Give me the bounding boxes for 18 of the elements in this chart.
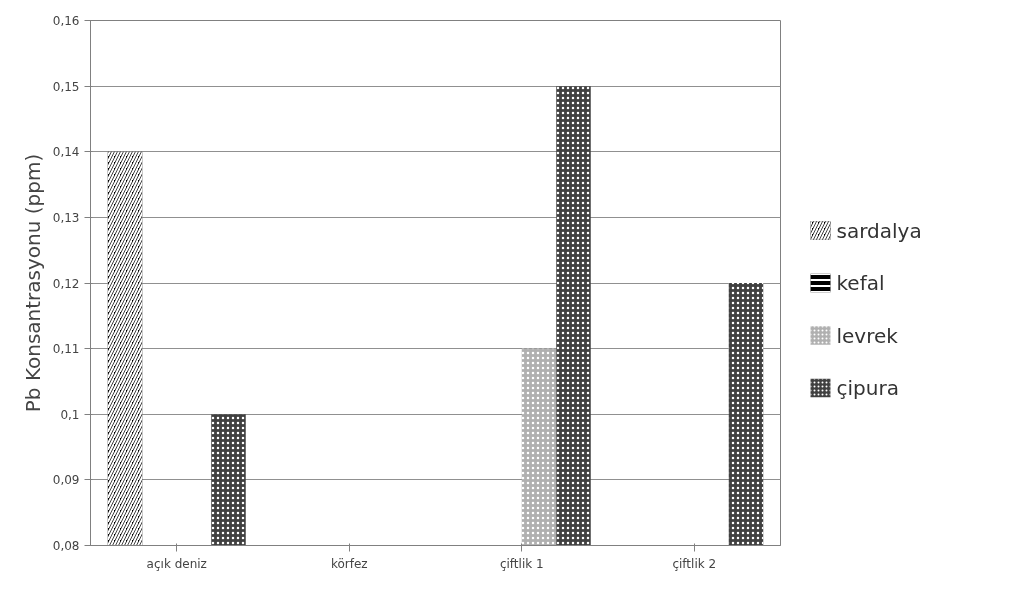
y-tick-label: 0,14 [52, 145, 80, 160]
legend-label: kefal [836, 271, 885, 295]
y-tick-label: 0,11 [52, 342, 80, 357]
y-tick-label: 0,16 [52, 14, 80, 28]
legend-label: çipura [836, 376, 899, 400]
legend-label: levrek [836, 323, 899, 348]
x-tick-label: açık deniz [146, 556, 207, 571]
x-tick-label: çiftlik 1 [499, 556, 544, 571]
y-tick-label: 0,1 [60, 407, 80, 422]
y-tick-label: 0,09 [52, 473, 80, 488]
y-tick-label: 0,08 [52, 539, 80, 553]
legend-label: sardalya [836, 218, 922, 243]
y-tick-label: 0,15 [52, 79, 80, 94]
y-tick-label: 0,12 [52, 276, 80, 291]
y-tick-label: 0,13 [52, 210, 80, 225]
x-tick-label: körfez [330, 556, 368, 571]
x-tick-label: çiftlik 2 [672, 556, 717, 571]
y-axis-title: Pb Konsantrasyonu (ppm) [20, 153, 45, 413]
